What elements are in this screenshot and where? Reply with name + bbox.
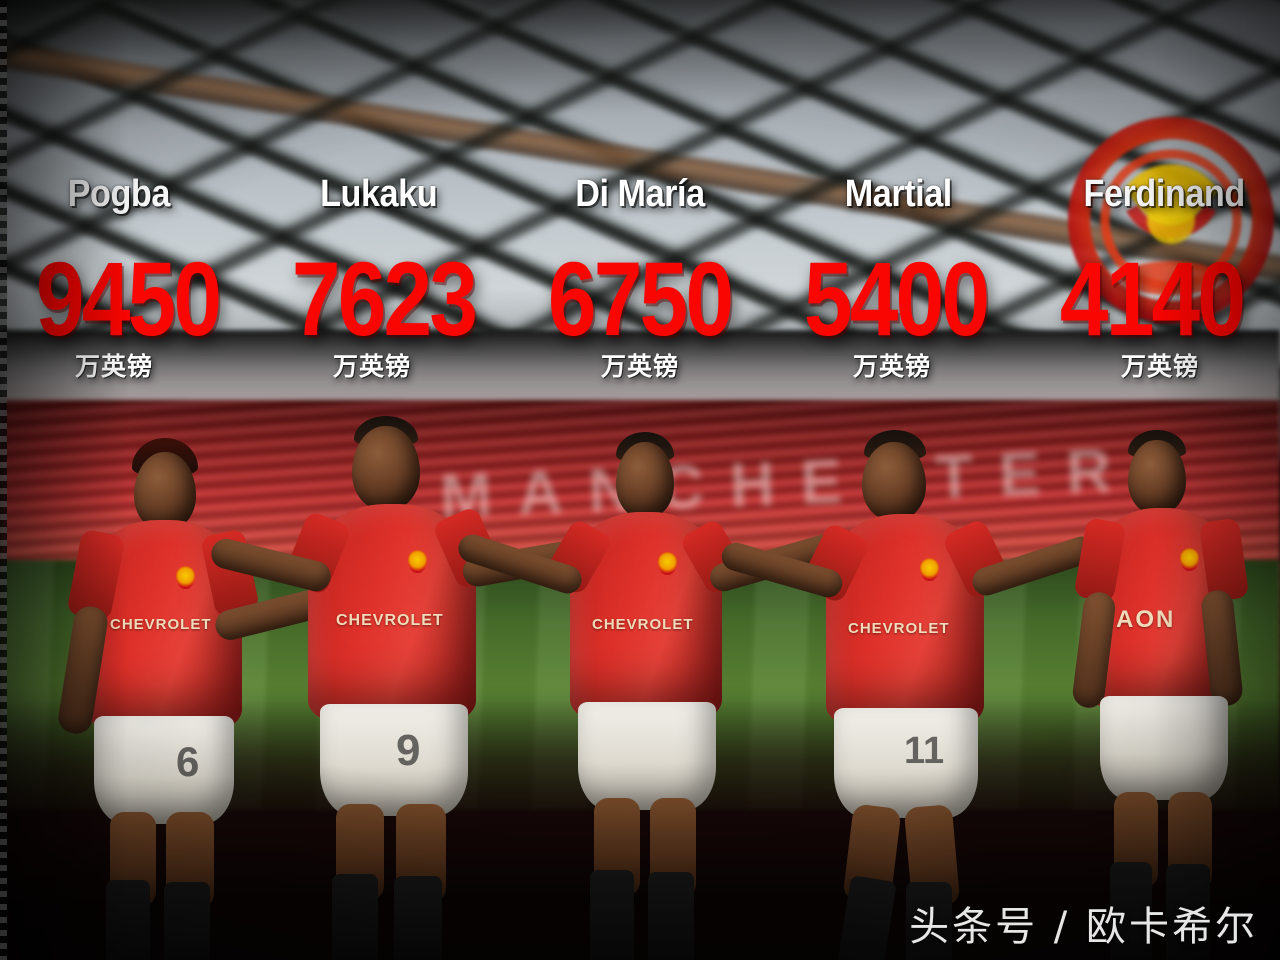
shirt-number: 9 [396, 726, 421, 775]
currency-unit-label: 万英镑 [332, 352, 411, 381]
transfer-fee-row: 9450 7623 6750 5400 4140 [0, 239, 1280, 358]
film-strip-edge [0, 0, 7, 960]
player-figure-di-maria: CHEVROLET [454, 420, 848, 960]
stat-column-martial: Martial [768, 168, 1024, 220]
shirt-number: 6 [176, 738, 200, 785]
player-name: Lukaku [320, 172, 438, 215]
stat-column-lukaku: Lukaku [256, 168, 512, 220]
stat-column-di-maria: Di María [512, 168, 768, 220]
unit-cell-pogba: 万英镑 [0, 345, 256, 385]
fee-cell-martial: 5400 [768, 239, 1024, 358]
player-figure-martial: CHEVROLET 11 [718, 420, 1100, 960]
player-name: Ferdinand [1083, 172, 1246, 215]
transfer-fee-value: 6750 [548, 239, 734, 358]
stat-column-pogba: Pogba [0, 168, 256, 220]
unit-cell-ferdinand: 万英镑 [1024, 345, 1280, 385]
currency-unit-label: 万英镑 [1120, 352, 1199, 381]
currency-unit-label: 万英镑 [852, 352, 931, 381]
kit-sponsor-label: CHEVROLET [110, 616, 212, 633]
player-name: Pogba [67, 172, 171, 215]
currency-unit-label: 万英镑 [600, 352, 679, 381]
player-figure-lukaku: CHEVROLET 9 [208, 400, 614, 960]
currency-unit-row: 万英镑 万英镑 万英镑 万英镑 万英镑 [0, 345, 1280, 385]
stat-column-ferdinand: Ferdinand [1024, 168, 1280, 220]
kit-sponsor-label: AON [1116, 606, 1176, 633]
kit-sponsor-label: CHEVROLET [336, 612, 444, 629]
shirt-number: 11 [904, 730, 945, 772]
player-name: Di María [575, 172, 705, 215]
player-name: Martial [844, 172, 952, 215]
fee-cell-pogba: 9450 [0, 239, 256, 358]
transfer-fee-value: 4140 [1060, 239, 1246, 358]
player-figure-ferdinand: AON [1071, 420, 1272, 960]
unit-cell-martial: 万英镑 [768, 345, 1024, 385]
kit-sponsor-label: CHEVROLET [592, 616, 694, 633]
currency-unit-label: 万英镑 [74, 352, 153, 381]
fee-cell-ferdinand: 4140 [1024, 239, 1280, 358]
transfer-fee-value: 9450 [36, 239, 222, 358]
transfer-fee-value: 7623 [292, 239, 478, 358]
player-figure-pogba: CHEVROLET 6 [56, 420, 344, 960]
unit-cell-lukaku: 万英镑 [256, 345, 512, 385]
fee-cell-lukaku: 7623 [256, 239, 512, 358]
watermark-credit: 头条号 / 欧卡希尔 [909, 904, 1258, 950]
fee-cell-di-maria: 6750 [512, 239, 768, 358]
unit-cell-di-maria: 万英镑 [512, 345, 768, 385]
transfer-fee-value: 5400 [804, 239, 990, 358]
kit-sponsor-label: CHEVROLET [848, 620, 950, 637]
player-name-row: Pogba Lukaku Di María Martial Ferdinand [0, 168, 1280, 220]
